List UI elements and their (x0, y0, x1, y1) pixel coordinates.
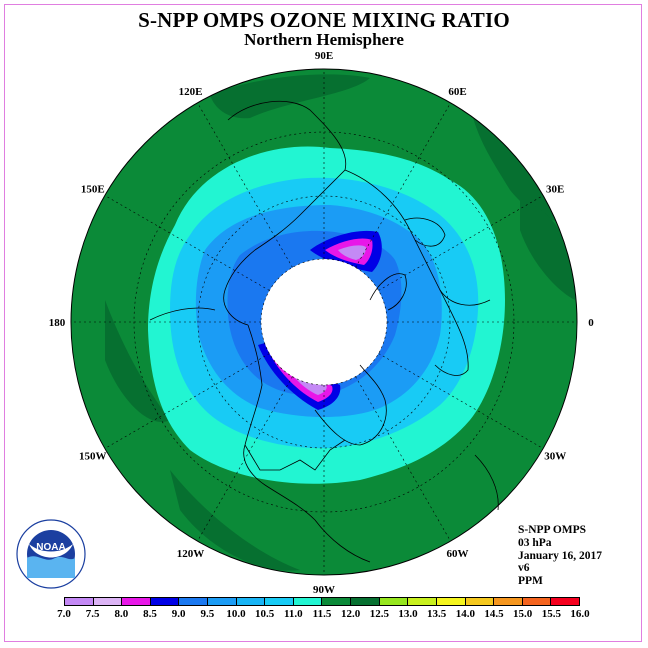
map-boundary-circle (70, 68, 578, 576)
meridian-line (104, 195, 270, 291)
meridian-line (104, 353, 270, 449)
date-label: January 16, 2017 (518, 549, 603, 562)
color-scale-swatch (65, 598, 94, 605)
longitude-label: 90E (315, 50, 333, 62)
color-scale-tick-label: 12.0 (341, 608, 361, 620)
color-scale-swatch (208, 598, 237, 605)
meridian-line (197, 376, 293, 542)
product-info: S-NPP OMPS 03 hPa January 16, 2017 v6 PP… (518, 524, 602, 588)
color-scale-tick-label: 8.5 (143, 608, 157, 620)
color-scale-swatch (150, 598, 180, 605)
color-scale-tick-label: 9.0 (171, 608, 186, 620)
dark-green-patch-sw (170, 470, 300, 571)
units-label: PPM (518, 575, 543, 588)
map-title: S-NPP OMPS OZONE MIXING RATIO (138, 8, 510, 32)
longitude-label: 90W (313, 584, 335, 596)
figure-frame (4, 4, 642, 642)
meridian-lines (71, 69, 577, 575)
color-scale-tick-label: 16.0 (570, 608, 590, 620)
color-scale-tick-label: 13.5 (427, 608, 447, 620)
map-subtitle: Northern Hemisphere (244, 30, 404, 49)
color-scale-swatch (408, 598, 437, 605)
longitude-label: 150W (79, 451, 107, 463)
color-scale-tick-label: 14.0 (455, 608, 475, 620)
color-scale-tick-label: 13.0 (398, 608, 418, 620)
color-scale-swatch (379, 598, 409, 605)
color-scale-tick-label: 7.0 (57, 608, 71, 620)
color-scale-swatch (322, 598, 352, 605)
longitude-label: 180 (49, 317, 66, 329)
pressure-level-label: 03 hPa (518, 536, 552, 549)
color-scale-swatch (265, 598, 294, 605)
dark-green-patch-w (105, 300, 170, 422)
color-scale-swatch (436, 598, 466, 605)
color-scale-bar (64, 597, 580, 606)
longitude-label: 60E (448, 86, 466, 98)
coastlines (149, 100, 499, 563)
color-scale-swatch (179, 598, 209, 605)
violet-crescent-north (338, 245, 366, 260)
instrument-label: S-NPP OMPS (518, 524, 587, 536)
color-scale-tick-label: 8.0 (114, 608, 129, 620)
longitude-labels: 90E 60E 30E 0 30W 60W 90W 120W 150W 180 150E 120E (49, 50, 595, 596)
color-scale-swatch (293, 598, 323, 605)
longitude-label: 150E (81, 184, 105, 196)
noaa-logo-text: NOAA (36, 542, 65, 553)
longitude-label: 60W (447, 548, 469, 560)
color-scale-swatch (351, 598, 380, 605)
polar-no-data-disk (261, 259, 387, 385)
ozone-field (71, 69, 577, 575)
longitude-label: 30E (546, 184, 564, 196)
color-scale-tick-label: 7.5 (85, 608, 100, 620)
color-scale-swatch (551, 598, 579, 605)
meridian-line (378, 353, 544, 449)
longitude-label: 30W (544, 451, 566, 463)
dark-green-patch-e (520, 200, 576, 300)
dark-green-patch-n (210, 74, 370, 119)
longitude-label: 120E (179, 86, 203, 98)
color-scale-tick-label: 10.0 (226, 608, 246, 620)
color-scale-tick-label: 15.0 (513, 608, 533, 620)
color-scale-tick-label: 15.5 (541, 608, 561, 620)
meridian-line (355, 376, 451, 542)
noaa-logo: NOAA (16, 519, 86, 589)
color-scale-swatch (465, 598, 495, 605)
color-scale-swatch (93, 598, 123, 605)
color-scale-swatch (522, 598, 552, 605)
longitude-label: 120W (177, 548, 205, 560)
longitude-label: 0 (588, 317, 594, 329)
color-scale-tick-label: 11.5 (312, 608, 332, 620)
meridian-line (378, 195, 544, 291)
color-scale-tick-label: 14.5 (484, 608, 504, 620)
color-scale-swatch (236, 598, 266, 605)
color-scale-tick-label: 9.5 (200, 608, 215, 620)
meridian-line (197, 102, 293, 268)
color-scale-ticks: 7.0 7.5 8.0 8.5 9.0 9.5 10.0 10.5 11.0 11.5 12.0 12… (57, 608, 590, 622)
color-scale-tick-label: 12.5 (369, 608, 389, 620)
color-scale-swatch (122, 598, 151, 605)
version-label: v6 (518, 562, 530, 575)
color-scale-tick-label: 10.5 (255, 608, 275, 620)
meridian-line (355, 102, 451, 268)
color-scale-tick-label: 11.0 (284, 608, 303, 620)
color-scale-swatch (494, 598, 523, 605)
